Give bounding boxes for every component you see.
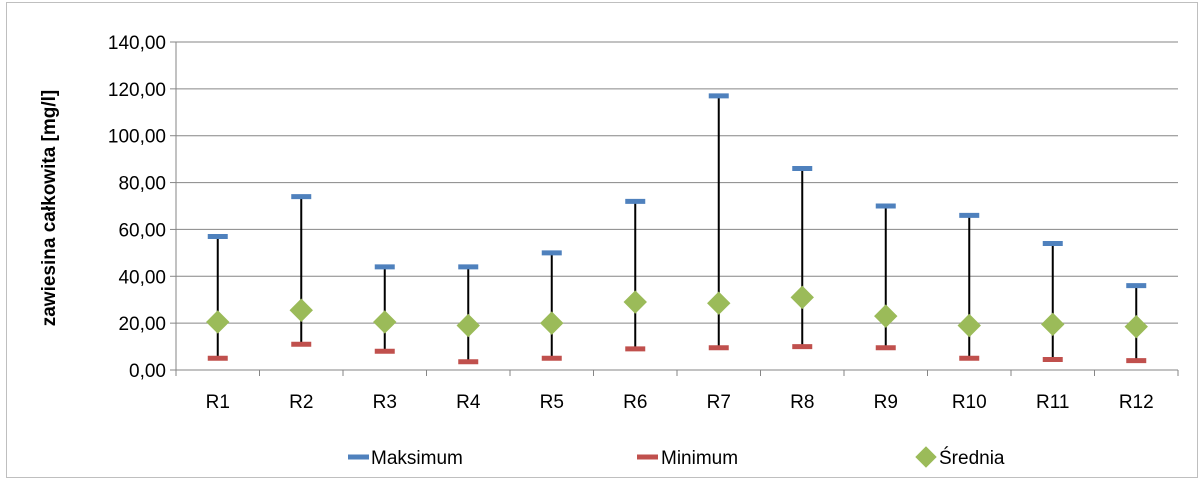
x-tick-label-R1: R1 xyxy=(206,392,230,413)
legend-srednia-marker xyxy=(915,446,937,468)
x-tick-label-R3: R3 xyxy=(373,392,397,413)
x-tick-label-R7: R7 xyxy=(707,392,731,413)
y-tick-label: 20,00 xyxy=(118,314,166,335)
avg-mark-R5 xyxy=(540,311,564,335)
legend-srednia-label: Średnia xyxy=(939,447,1005,469)
x-tick-label-R11: R11 xyxy=(1036,392,1069,413)
x-tick-label-R5: R5 xyxy=(540,392,564,413)
avg-mark-R11 xyxy=(1041,312,1065,337)
avg-mark-R9 xyxy=(874,304,898,328)
y-tick-labels: 0,00 20,00 40,00 60,00 80,00 100,00 120,00 140,… xyxy=(108,33,166,382)
chart-frame xyxy=(6,2,1198,478)
avg-mark-R4 xyxy=(456,313,480,338)
x-tick-label-R6: R6 xyxy=(623,392,647,413)
x-tick-label-R8: R8 xyxy=(790,392,814,413)
gridlines xyxy=(170,41,1179,376)
legend-minimum-label: Minimum xyxy=(661,448,738,469)
data-marks xyxy=(206,93,1148,365)
y-tick-label: 100,00 xyxy=(108,127,166,148)
y-tick-label: 0,00 xyxy=(129,361,166,382)
avg-mark-R3 xyxy=(373,310,397,334)
avg-mark-R1 xyxy=(206,310,230,334)
x-tick-label-R2: R2 xyxy=(289,392,313,413)
avg-mark-R6 xyxy=(623,290,647,314)
legend: Maksimum Minimum Średnia xyxy=(348,446,1005,469)
legend-maksimum-label: Maksimum xyxy=(371,448,463,469)
y-tick-label: 60,00 xyxy=(118,220,166,241)
avg-mark-R7 xyxy=(707,291,731,315)
x-tick-label-R10: R10 xyxy=(952,392,987,413)
y-tick-label: 40,00 xyxy=(118,267,166,288)
y-tick-label: 80,00 xyxy=(118,174,166,195)
y-axis-label: zawiesina całkowita [mg/l] xyxy=(39,90,60,327)
avg-mark-R12 xyxy=(1124,314,1148,339)
avg-mark-R8 xyxy=(790,285,814,310)
y-tick-label: 140,00 xyxy=(108,33,166,54)
x-tick-label-R9: R9 xyxy=(874,392,898,413)
avg-mark-R10 xyxy=(957,313,981,338)
avg-mark-R2 xyxy=(289,298,313,322)
x-tick-label-R4: R4 xyxy=(456,392,481,413)
x-tick-label-R12: R12 xyxy=(1119,392,1154,413)
y-tick-label: 120,00 xyxy=(108,80,166,101)
x-tick-labels: R1 R2 R3 R4 R5 R6 R7 R8 R9 R10 R11 R12 xyxy=(206,392,1154,413)
